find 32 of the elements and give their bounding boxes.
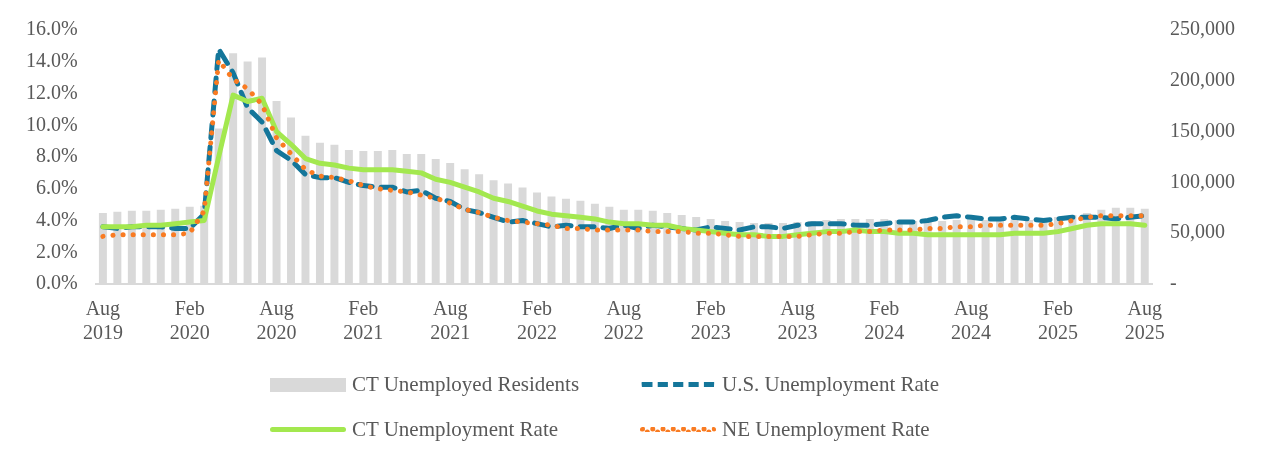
y2-tick-label: - [1170,271,1177,294]
x-tick-label: Feb 2022 [517,297,558,344]
y-tick-label: 16.0% [25,17,78,40]
y-tick-label: 0.0% [35,271,78,294]
y-tick-label: 4.0% [35,207,78,230]
x-tick-label: Aug 2021 [430,297,471,344]
y2-tick-label: 200,000 [1170,68,1235,91]
x-tick-label: Feb 2025 [1037,297,1078,344]
x-tick-label: Feb 2020 [169,297,210,344]
x-tick-label: Feb 2023 [690,297,731,344]
x-tick-label: Aug 2022 [603,297,644,344]
y2-tick-label: 100,000 [1170,169,1235,192]
y-tick-label: 10.0% [25,112,78,135]
x-tick-label: Aug 2020 [256,297,297,344]
y-tick-label: 14.0% [25,49,78,71]
y2-tick-label: 50,000 [1170,220,1225,243]
legend-label: CT Unemployed Residents [352,372,580,397]
legend-label: CT Unemployment Rate [352,417,559,442]
y2-tick-label: 250,000 [1170,17,1235,40]
x-tick-label: Aug 2025 [1124,297,1165,344]
x-tick-label: Aug 2023 [777,297,818,344]
y-tick-label: 2.0% [35,239,78,262]
x-tick-label: Aug 2019 [82,297,123,344]
y-tick-label: 6.0% [35,176,78,198]
x-tick-label: Feb 2021 [343,297,384,344]
y-tick-label: 8.0% [35,144,78,167]
x-tick-label: Aug 2024 [951,297,992,344]
y2-tick-label: 150,000 [1170,118,1235,141]
x-tick-label: Feb 2024 [864,297,905,344]
legend-label: U.S. Unemployment Rate [722,372,939,397]
y-tick-label: 12.0% [25,80,78,103]
legend-label: NE Unemployment Rate [722,417,930,442]
